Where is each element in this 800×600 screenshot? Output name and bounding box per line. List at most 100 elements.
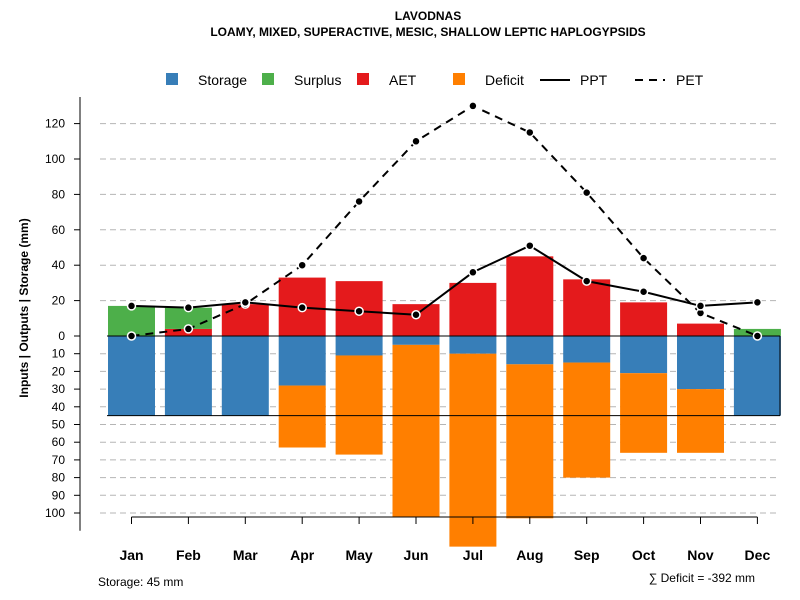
chart-subtitle: LOAMY, MIXED, SUPERACTIVE, MESIC, SHALLO… <box>210 25 645 39</box>
y-tick-label-lower-3: 40 <box>52 400 66 414</box>
grid-lines <box>100 123 780 514</box>
x-tick-label-may: May <box>345 547 372 563</box>
legend-label-pet: PET <box>676 72 704 88</box>
bar-storage-jun <box>392 336 440 345</box>
bar-aet-jul <box>449 282 497 336</box>
bar-aet-mar <box>221 304 269 336</box>
pet-point-feb <box>183 324 194 334</box>
x-tick-label-aug: Aug <box>516 547 543 563</box>
bar-surplus-jan <box>108 305 155 336</box>
ppt-point-may <box>354 306 364 316</box>
ppt-point-jan <box>126 301 137 311</box>
legend-label-surplus: Surplus <box>294 72 341 88</box>
pet-point-dec <box>752 331 763 341</box>
pet-point-jul <box>468 101 478 111</box>
ppt-point-sep <box>581 276 592 286</box>
ppt-point-dec <box>752 297 763 308</box>
legend: Storage Surplus AET Deficit PPT PET <box>166 72 704 88</box>
reference-lines <box>107 335 781 417</box>
x-tick-label-apr: Apr <box>290 547 315 563</box>
legend-label-aet: AET <box>389 72 417 88</box>
pet-point-apr <box>297 260 307 270</box>
ppt-point-nov <box>695 301 706 311</box>
y-tick-label-upper-5: 100 <box>45 152 65 166</box>
bar-aet-oct <box>620 302 668 336</box>
y-tick-label-upper-3: 60 <box>52 223 66 237</box>
bar-storage-dec <box>733 336 781 416</box>
legend-swatch-aet <box>357 73 369 85</box>
bar-deficit-aug <box>506 364 554 519</box>
y-axis: 0 20 40 60 80 100 120 10 20 30 40 50 60 70 80 90 100 <box>45 97 81 531</box>
bar-deficit-may <box>335 355 383 455</box>
ppt-line <box>131 244 758 316</box>
y-tick-label-upper-2: 40 <box>52 258 66 272</box>
y-tick-label-lower-1: 20 <box>52 364 66 378</box>
points-group <box>126 101 763 341</box>
bar-storage-feb <box>164 336 212 416</box>
bar-storage-nov <box>677 336 724 390</box>
x-tick-label-jul: Jul <box>463 547 483 563</box>
chart-title: LAVODNAS <box>395 9 461 23</box>
pet-point-aug <box>525 127 535 138</box>
x-tick-label-oct: Oct <box>632 547 656 563</box>
y-tick-label-upper-0: 0 <box>58 329 65 343</box>
legend-label-deficit: Deficit <box>485 72 524 88</box>
y-tick-label-upper-6: 120 <box>45 117 65 131</box>
bar-storage-sep <box>563 336 611 363</box>
legend-label-ppt: PPT <box>580 72 608 88</box>
ppt-point-oct <box>638 287 649 297</box>
ppt-point-apr <box>297 302 307 313</box>
deficit-footnote: ∑ Deficit = -392 mm <box>649 571 755 585</box>
pet-point-oct <box>638 253 649 263</box>
y-tick-label-lower-5: 60 <box>52 435 66 449</box>
bar-aet-jun <box>392 304 440 336</box>
x-axis: Jan Feb Mar Apr May Jun Jul Aug Sep Oct Nov Dec <box>119 516 771 563</box>
x-tick-label-nov: Nov <box>687 547 714 563</box>
bar-deficit-apr <box>278 385 326 448</box>
y-tick-label-lower-4: 50 <box>52 418 66 432</box>
bar-aet-aug <box>506 256 554 336</box>
bar-deficit-jun <box>392 344 440 517</box>
bar-deficit-jul <box>449 353 497 547</box>
x-tick-label-mar: Mar <box>233 547 258 563</box>
x-tick-label-sep: Sep <box>574 547 600 563</box>
bar-aet-sep <box>563 279 611 336</box>
ppt-point-aug <box>525 240 535 251</box>
legend-label-storage: Storage <box>198 72 247 88</box>
bar-storage-apr <box>278 336 326 386</box>
bar-deficit-sep <box>563 362 611 478</box>
legend-swatch-storage <box>166 73 178 85</box>
pet-line <box>131 104 758 337</box>
bar-aet-nov <box>677 323 724 336</box>
pet-point-may <box>354 196 364 207</box>
bars-group <box>108 256 781 547</box>
x-tick-label-jun: Jun <box>404 547 429 563</box>
legend-swatch-surplus <box>262 73 274 85</box>
y-tick-label-lower-0: 10 <box>52 347 66 361</box>
y-tick-label-upper-4: 80 <box>52 187 66 201</box>
y-tick-label-lower-2: 30 <box>52 382 66 396</box>
x-tick-label-dec: Dec <box>745 547 771 563</box>
x-tick-label-jan: Jan <box>119 547 143 563</box>
ppt-point-jun <box>411 310 421 320</box>
pet-point-jun <box>411 136 421 147</box>
legend-swatch-deficit <box>453 73 465 85</box>
ppt-point-mar <box>240 297 251 308</box>
pet-point-sep <box>581 187 592 198</box>
bar-storage-mar <box>221 336 269 416</box>
x-tick-label-feb: Feb <box>176 547 201 563</box>
pet-point-jan <box>126 331 137 341</box>
bar-storage-jul <box>449 336 497 354</box>
y-tick-label-lower-6: 70 <box>52 453 66 467</box>
ppt-point-feb <box>183 302 194 313</box>
y-axis-label: Inputs | Outputs | Storage (mm) <box>17 218 31 397</box>
bar-storage-aug <box>506 336 554 365</box>
bar-storage-may <box>335 336 383 356</box>
bar-deficit-oct <box>620 373 668 453</box>
y-tick-label-upper-1: 20 <box>52 294 66 308</box>
bar-storage-jan <box>108 336 155 416</box>
bar-storage-oct <box>620 336 668 374</box>
y-tick-label-lower-8: 90 <box>52 488 66 502</box>
ppt-point-jul <box>468 267 478 278</box>
